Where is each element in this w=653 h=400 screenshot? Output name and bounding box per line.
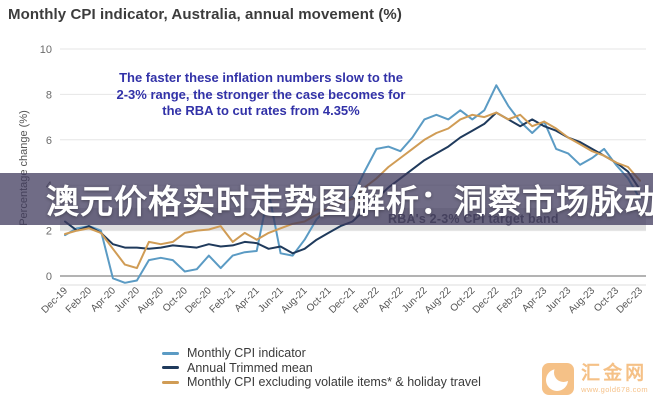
svg-text:Apr-21: Apr-21 [233, 285, 262, 314]
rba-target-band-label: RBA's 2-3% CPI target band [388, 212, 559, 226]
legend-item-monthly-cpi: Monthly CPI indicator [162, 346, 481, 361]
svg-text:10: 10 [40, 44, 52, 56]
watermark-url: www.gold678.com [581, 385, 648, 395]
legend-swatch-monthly-cpi [162, 351, 179, 355]
svg-text:2: 2 [46, 226, 52, 238]
svg-text:Dec-19: Dec-19 [40, 285, 71, 316]
legend-item-trimmed-mean: Annual Trimmed mean [162, 361, 481, 376]
svg-text:Feb-23: Feb-23 [495, 285, 525, 315]
svg-text:6: 6 [46, 135, 52, 147]
svg-text:Aug-23: Aug-23 [567, 285, 598, 316]
chinese-headline-banner: 澳元价格实时走势图解析：洞察市场脉动 [0, 173, 653, 225]
cpi-line-chart: 0246810Percentage change (%)Dec-19Feb-20… [18, 44, 646, 316]
svg-text:Dec-21: Dec-21 [327, 285, 358, 316]
legend-swatch-trimmed-mean [162, 366, 179, 370]
svg-text:Feb-20: Feb-20 [64, 285, 94, 315]
svg-text:Dec-22: Dec-22 [471, 285, 502, 316]
svg-text:Dec-20: Dec-20 [183, 285, 214, 316]
huijin-watermark: 汇金网 www.gold678.com [542, 363, 648, 395]
legend-item-cpi-ex-volatile: Monthly CPI excluding volatile items* & … [162, 375, 481, 390]
watermark-brand: 汇金网 [581, 363, 648, 385]
legend-label-cpi-ex-volatile: Monthly CPI excluding volatile items* & … [187, 375, 481, 390]
svg-text:Aug-21: Aug-21 [279, 285, 310, 316]
svg-text:Apr-22: Apr-22 [377, 285, 406, 314]
svg-text:Aug-20: Aug-20 [135, 285, 166, 316]
rba-annotation-text: The faster these inflation numbers slow … [116, 70, 406, 119]
chart-legend: Monthly CPI indicator Annual Trimmed mea… [162, 346, 481, 390]
svg-text:Dec-23: Dec-23 [615, 285, 646, 316]
svg-text:0: 0 [46, 271, 52, 283]
svg-text:Apr-23: Apr-23 [520, 285, 549, 314]
svg-text:Feb-21: Feb-21 [208, 285, 238, 315]
svg-text:Apr-20: Apr-20 [89, 285, 118, 314]
headline-text: 澳元价格实时走势图解析：洞察市场脉动 [46, 183, 653, 220]
legend-swatch-cpi-ex-volatile [162, 380, 179, 384]
svg-text:Feb-22: Feb-22 [351, 285, 381, 315]
svg-text:8: 8 [46, 89, 52, 101]
svg-text:Aug-22: Aug-22 [423, 285, 454, 316]
legend-label-monthly-cpi: Monthly CPI indicator [187, 346, 306, 361]
legend-label-trimmed-mean: Annual Trimmed mean [187, 360, 313, 375]
chart-title: Monthly CPI indicator, Australia, annual… [8, 6, 402, 23]
crescent-logo-icon [542, 363, 575, 395]
